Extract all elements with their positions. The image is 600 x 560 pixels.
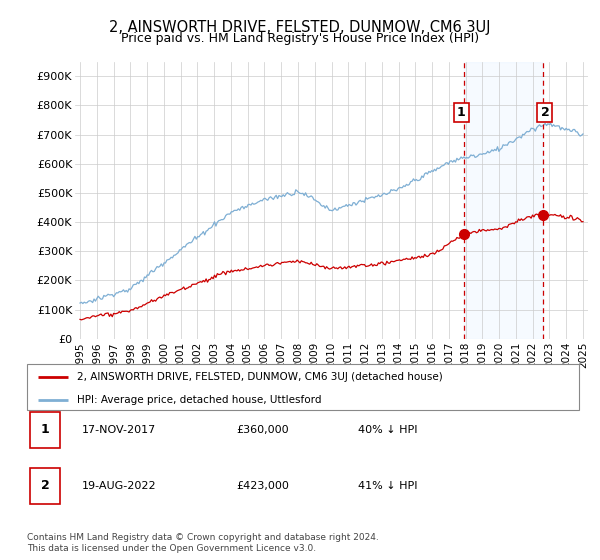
Text: 40% ↓ HPI: 40% ↓ HPI (358, 425, 418, 435)
FancyBboxPatch shape (27, 364, 579, 410)
Text: 19-AUG-2022: 19-AUG-2022 (82, 481, 157, 491)
Text: Price paid vs. HM Land Registry's House Price Index (HPI): Price paid vs. HM Land Registry's House … (121, 32, 479, 45)
Text: £360,000: £360,000 (237, 425, 289, 435)
Text: 2: 2 (41, 479, 49, 492)
Text: 2, AINSWORTH DRIVE, FELSTED, DUNMOW, CM6 3UJ (detached house): 2, AINSWORTH DRIVE, FELSTED, DUNMOW, CM6… (77, 372, 442, 382)
Bar (464, 62, 543, 339)
Text: Contains HM Land Registry data © Crown copyright and database right 2024.
This d: Contains HM Land Registry data © Crown c… (27, 533, 379, 553)
Text: 1: 1 (457, 106, 466, 119)
Text: 1: 1 (41, 423, 49, 436)
Text: 17-NOV-2017: 17-NOV-2017 (82, 425, 157, 435)
Text: £423,000: £423,000 (237, 481, 290, 491)
Text: 41% ↓ HPI: 41% ↓ HPI (358, 481, 418, 491)
FancyBboxPatch shape (30, 412, 60, 447)
Text: 2: 2 (541, 106, 549, 119)
FancyBboxPatch shape (30, 468, 60, 503)
Text: HPI: Average price, detached house, Uttlesford: HPI: Average price, detached house, Uttl… (77, 395, 321, 405)
Text: 2, AINSWORTH DRIVE, FELSTED, DUNMOW, CM6 3UJ: 2, AINSWORTH DRIVE, FELSTED, DUNMOW, CM6… (109, 20, 491, 35)
